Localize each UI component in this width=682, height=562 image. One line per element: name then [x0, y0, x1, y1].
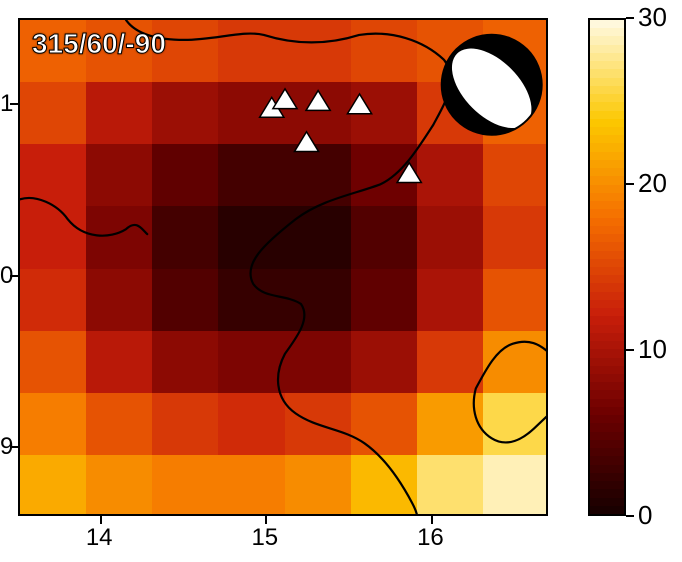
plot-title: 315/60/-90: [32, 28, 166, 60]
x-tick-label: 16: [417, 524, 444, 552]
y-tick-label: 1: [0, 90, 13, 118]
y-tick-label: 9: [0, 433, 13, 461]
heatmap-plot: [18, 18, 548, 516]
beachball-icon: [438, 34, 546, 142]
colorbar-tick-label: 20: [638, 168, 667, 199]
x-tick-label: 15: [251, 524, 278, 552]
station-marker: [306, 91, 330, 111]
colorbar-tick: [626, 183, 634, 185]
colorbar-tick: [626, 349, 634, 351]
coastline: [20, 198, 147, 236]
y-tick-label: 0: [0, 262, 13, 290]
colorbar-tick-label: 10: [638, 334, 667, 365]
station-marker: [273, 89, 297, 109]
station-marker: [397, 163, 421, 183]
plot-overlay: [20, 20, 548, 516]
station-marker: [294, 132, 318, 152]
x-tick-label: 14: [86, 524, 113, 552]
x-tick: [100, 516, 102, 524]
station-marker: [347, 94, 371, 114]
colorbar-tick: [626, 17, 634, 19]
x-tick: [265, 516, 267, 524]
colorbar-tick-label: 30: [638, 2, 667, 33]
x-tick: [431, 516, 433, 524]
coastline: [474, 342, 548, 443]
colorbar: [588, 18, 626, 516]
colorbar-tick-label: 0: [638, 500, 652, 531]
colorbar-tick: [626, 515, 634, 517]
